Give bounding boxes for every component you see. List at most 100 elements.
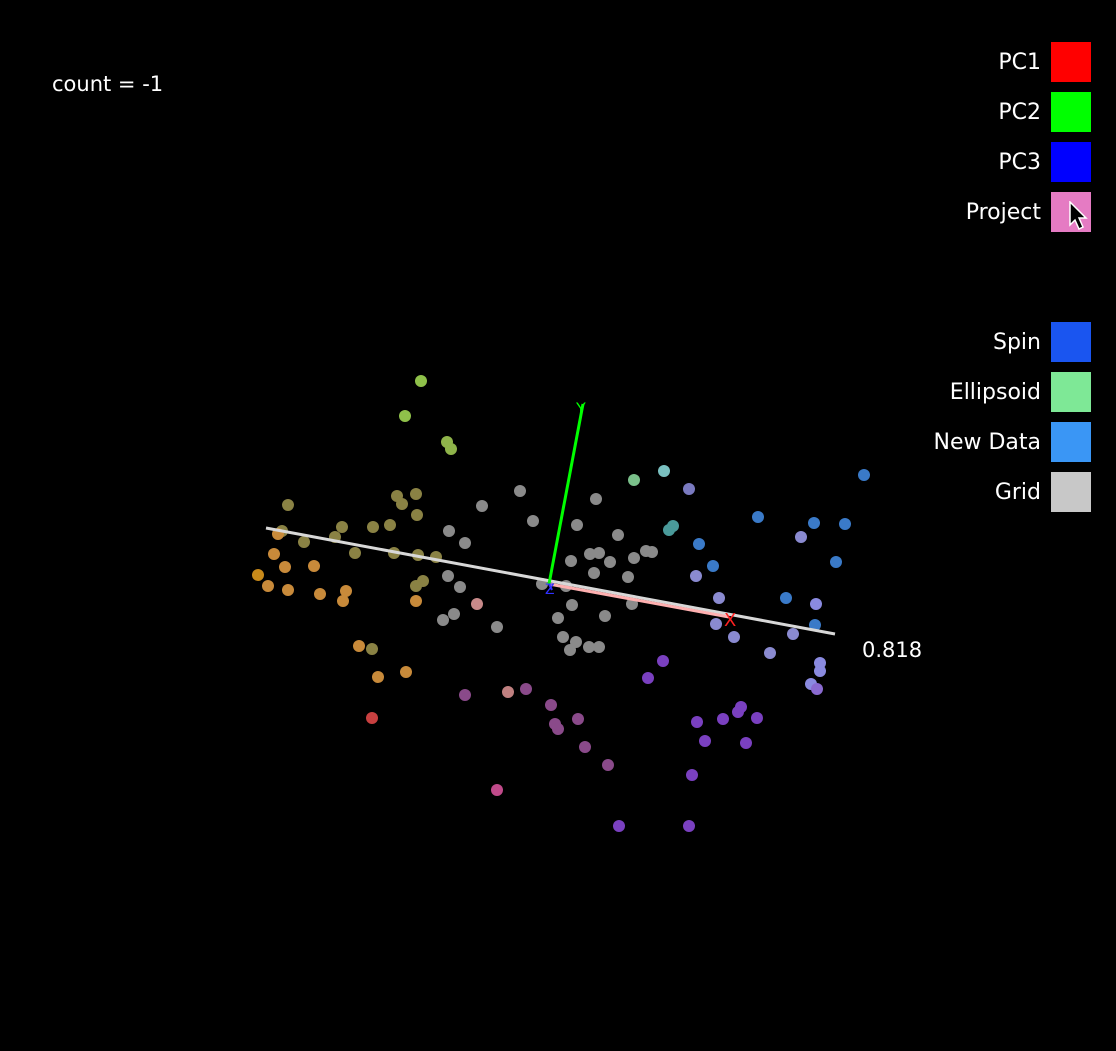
data-point — [565, 555, 577, 567]
data-point — [590, 493, 602, 505]
data-point — [780, 592, 792, 604]
data-point — [764, 647, 776, 659]
data-point — [336, 521, 348, 533]
pointer-cursor-icon — [1069, 201, 1088, 231]
data-point — [366, 643, 378, 655]
y-axis-label: Y — [575, 399, 586, 418]
data-points — [252, 375, 870, 832]
data-point — [693, 538, 705, 550]
data-point — [384, 519, 396, 531]
data-point — [552, 723, 564, 735]
data-point — [349, 547, 361, 559]
data-point — [642, 672, 654, 684]
pc3-swatch[interactable] — [1051, 142, 1091, 182]
grid-swatch[interactable] — [1051, 472, 1091, 512]
data-point — [622, 571, 634, 583]
pc2-swatch[interactable] — [1051, 92, 1091, 132]
data-point — [628, 474, 640, 486]
data-point — [443, 525, 455, 537]
data-point — [599, 610, 611, 622]
data-point — [646, 546, 658, 558]
data-point — [520, 683, 532, 695]
data-point — [735, 701, 747, 713]
data-point — [400, 666, 412, 678]
data-point — [445, 443, 457, 455]
data-point — [699, 735, 711, 747]
data-point — [437, 614, 449, 626]
data-point — [308, 560, 320, 572]
toggle-spin[interactable]: Spin — [993, 322, 1091, 362]
data-point — [658, 465, 670, 477]
data-point — [583, 641, 595, 653]
data-point — [476, 500, 488, 512]
data-point — [612, 529, 624, 541]
data-point — [252, 569, 264, 581]
data-point — [298, 536, 310, 548]
data-point — [545, 699, 557, 711]
data-point — [459, 537, 471, 549]
x-axis-line — [548, 582, 730, 619]
data-point — [683, 483, 695, 495]
data-point — [552, 612, 564, 624]
toggle-new-data[interactable]: New Data — [933, 422, 1091, 462]
z-axis-label: Z — [545, 582, 555, 598]
y-axis-line — [547, 403, 585, 585]
data-point — [527, 515, 539, 527]
data-point — [353, 640, 365, 652]
data-point — [810, 598, 822, 610]
ellipsoid-label: Ellipsoid — [949, 379, 1041, 405]
data-point — [602, 759, 614, 771]
data-point — [593, 547, 605, 559]
data-point — [588, 567, 600, 579]
ellipsoid-swatch[interactable] — [1051, 372, 1091, 412]
data-point — [809, 619, 821, 631]
data-point — [491, 784, 503, 796]
data-point — [787, 628, 799, 640]
pc3-label: PC3 — [998, 149, 1041, 175]
data-point — [728, 631, 740, 643]
count-status: count = -1 — [52, 72, 164, 96]
data-point — [579, 741, 591, 753]
pc2-label: PC2 — [998, 99, 1041, 125]
data-point — [502, 686, 514, 698]
data-point — [268, 548, 280, 560]
toggle-pc3[interactable]: PC3 — [998, 142, 1091, 182]
project-swatch[interactable] — [1051, 192, 1091, 232]
data-point — [454, 581, 466, 593]
data-point — [830, 556, 842, 568]
grid-label: Grid — [994, 479, 1041, 505]
grid-value-label: 0.818 — [862, 638, 922, 662]
data-point — [839, 518, 851, 530]
toggle-grid[interactable]: Grid — [995, 472, 1091, 512]
data-point — [279, 561, 291, 573]
spin-swatch[interactable] — [1051, 322, 1091, 362]
data-point — [282, 499, 294, 511]
data-point — [707, 560, 719, 572]
data-point — [683, 820, 695, 832]
data-point — [572, 713, 584, 725]
data-point — [366, 712, 378, 724]
toggle-pc1[interactable]: PC1 — [998, 42, 1091, 82]
data-point — [814, 665, 826, 677]
pc1-swatch[interactable] — [1051, 42, 1091, 82]
spin-label: Spin — [993, 329, 1041, 355]
toggle-pc2[interactable]: PC2 — [998, 92, 1091, 132]
data-point — [795, 531, 807, 543]
data-point — [667, 520, 679, 532]
data-point — [593, 641, 605, 653]
data-point — [613, 820, 625, 832]
toggle-project[interactable]: Project — [966, 192, 1091, 232]
toggle-ellipsoid[interactable]: Ellipsoid — [950, 372, 1091, 412]
data-point — [399, 410, 411, 422]
data-point — [566, 599, 578, 611]
project-label: Project — [965, 199, 1041, 225]
data-point — [752, 511, 764, 523]
data-point — [367, 521, 379, 533]
data-point — [396, 498, 408, 510]
data-point — [262, 580, 274, 592]
data-point — [717, 713, 729, 725]
new-data-swatch[interactable] — [1051, 422, 1091, 462]
data-point — [690, 570, 702, 582]
data-point — [557, 631, 569, 643]
